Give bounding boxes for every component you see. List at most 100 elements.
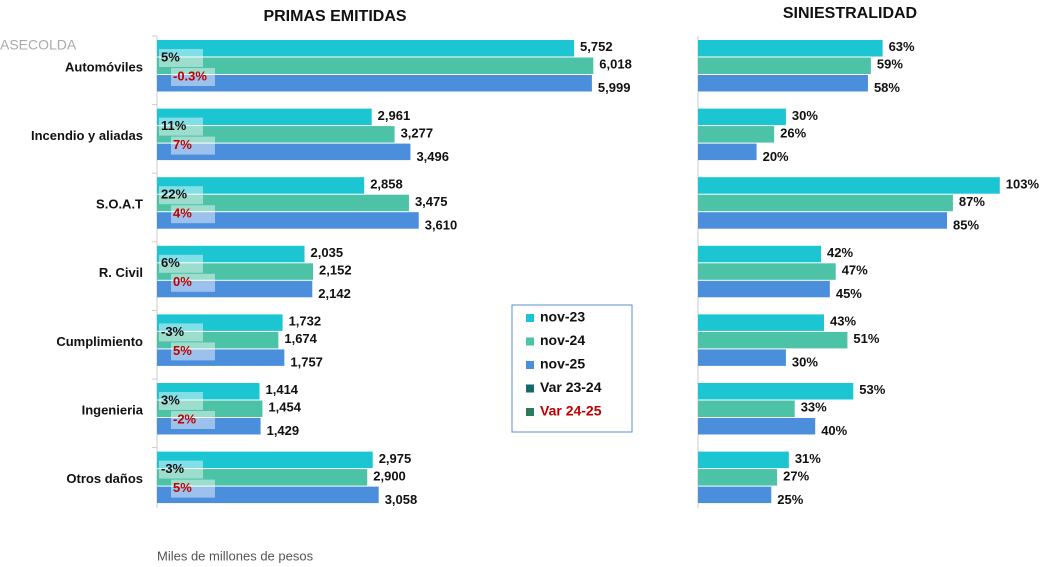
legend-label: nov-23 <box>540 309 585 325</box>
var-label-box <box>159 392 203 410</box>
value-label: 3,610 <box>425 217 458 232</box>
bar <box>698 57 871 74</box>
bar <box>157 280 313 298</box>
category-label: Automóviles <box>65 59 143 74</box>
chart-title: SINIESTRALIDAD <box>783 5 917 22</box>
bar <box>157 263 314 280</box>
legend-swatch <box>526 408 534 416</box>
value-label: 58% <box>874 80 900 95</box>
bar <box>698 194 953 212</box>
value-label: 42% <box>827 245 853 260</box>
var-label-box <box>159 186 203 205</box>
var-label: -3% <box>161 461 185 476</box>
var-label-box <box>171 479 215 498</box>
value-label: 59% <box>877 57 903 72</box>
bar <box>698 314 824 331</box>
var-label: 4% <box>173 206 192 221</box>
value-label: 1,429 <box>267 423 300 438</box>
var-label-box <box>171 411 215 429</box>
category-label: Cumplimiento <box>56 334 143 349</box>
bar <box>698 177 1000 194</box>
value-label: 1,414 <box>266 382 299 397</box>
value-label: 85% <box>953 217 979 232</box>
value-label: 6,018 <box>599 57 632 72</box>
var-label: 5% <box>173 480 192 495</box>
var-label: 5% <box>173 343 192 358</box>
value-label: 2,961 <box>378 108 411 123</box>
var-label-box <box>171 68 215 86</box>
value-label: 103% <box>1006 176 1040 191</box>
value-label: 5,752 <box>580 39 613 54</box>
var-label-box <box>159 49 203 67</box>
var-label-box <box>171 273 215 292</box>
bar <box>698 108 786 126</box>
category-label: Incendio y aliadas <box>31 128 143 143</box>
value-label: 63% <box>889 39 915 54</box>
bar <box>698 383 854 400</box>
value-label: 3,475 <box>415 194 448 209</box>
value-label: 40% <box>821 423 847 438</box>
value-label: 30% <box>792 108 818 123</box>
var-label-box <box>159 254 203 273</box>
bar <box>698 245 822 263</box>
value-label: 1,454 <box>268 400 301 415</box>
bar <box>157 75 592 92</box>
value-label: 1,732 <box>289 314 322 329</box>
var-label: -2% <box>173 411 197 426</box>
bar <box>698 451 789 469</box>
bar <box>698 486 772 504</box>
bar <box>698 349 786 366</box>
legend-label: Var 24-25 <box>540 403 602 419</box>
bar <box>157 212 419 229</box>
value-label: 2,975 <box>379 451 412 466</box>
value-label: 2,035 <box>311 245 344 260</box>
value-label: 2,900 <box>373 468 406 483</box>
value-label: 20% <box>763 149 789 164</box>
var-label: -3% <box>161 324 185 339</box>
watermark: ASECOLDA <box>0 37 77 53</box>
bar <box>698 126 775 143</box>
bar <box>157 143 411 161</box>
bar <box>157 126 395 143</box>
var-label-box <box>159 117 203 136</box>
value-label: 53% <box>859 382 885 397</box>
var-label-box <box>159 460 203 479</box>
var-label-box <box>171 136 215 155</box>
value-label: 5,999 <box>598 80 631 95</box>
bar <box>698 75 868 92</box>
var-label: 11% <box>161 118 187 133</box>
value-label: 87% <box>959 194 985 209</box>
bar <box>698 263 836 280</box>
bar <box>157 194 409 212</box>
var-label: 6% <box>161 255 180 270</box>
value-label: 47% <box>842 262 868 277</box>
var-label: 3% <box>161 392 180 407</box>
bar <box>157 469 368 486</box>
var-label: 5% <box>161 49 180 64</box>
legend-label: nov-25 <box>540 356 585 372</box>
legend-label: Var 23-24 <box>540 379 602 395</box>
bar <box>698 143 757 161</box>
legend-swatch <box>526 337 534 346</box>
bar <box>698 400 795 417</box>
legend-swatch <box>526 361 534 369</box>
value-label: 1,757 <box>290 355 323 370</box>
bar <box>157 108 372 126</box>
var-label: 7% <box>173 137 192 152</box>
bar <box>157 400 263 417</box>
bar <box>698 418 816 435</box>
value-label: 2,858 <box>370 176 403 191</box>
value-label: 2,152 <box>319 262 352 277</box>
bar <box>157 177 365 194</box>
value-label: 31% <box>795 451 821 466</box>
value-label: 25% <box>777 492 803 507</box>
bar <box>157 349 285 366</box>
category-label: R. Civil <box>99 265 143 280</box>
value-label: 33% <box>801 400 827 415</box>
bar <box>157 331 279 349</box>
value-label: 30% <box>792 355 818 370</box>
bar <box>157 486 379 504</box>
var-label-box <box>171 205 215 224</box>
bar <box>698 469 778 486</box>
